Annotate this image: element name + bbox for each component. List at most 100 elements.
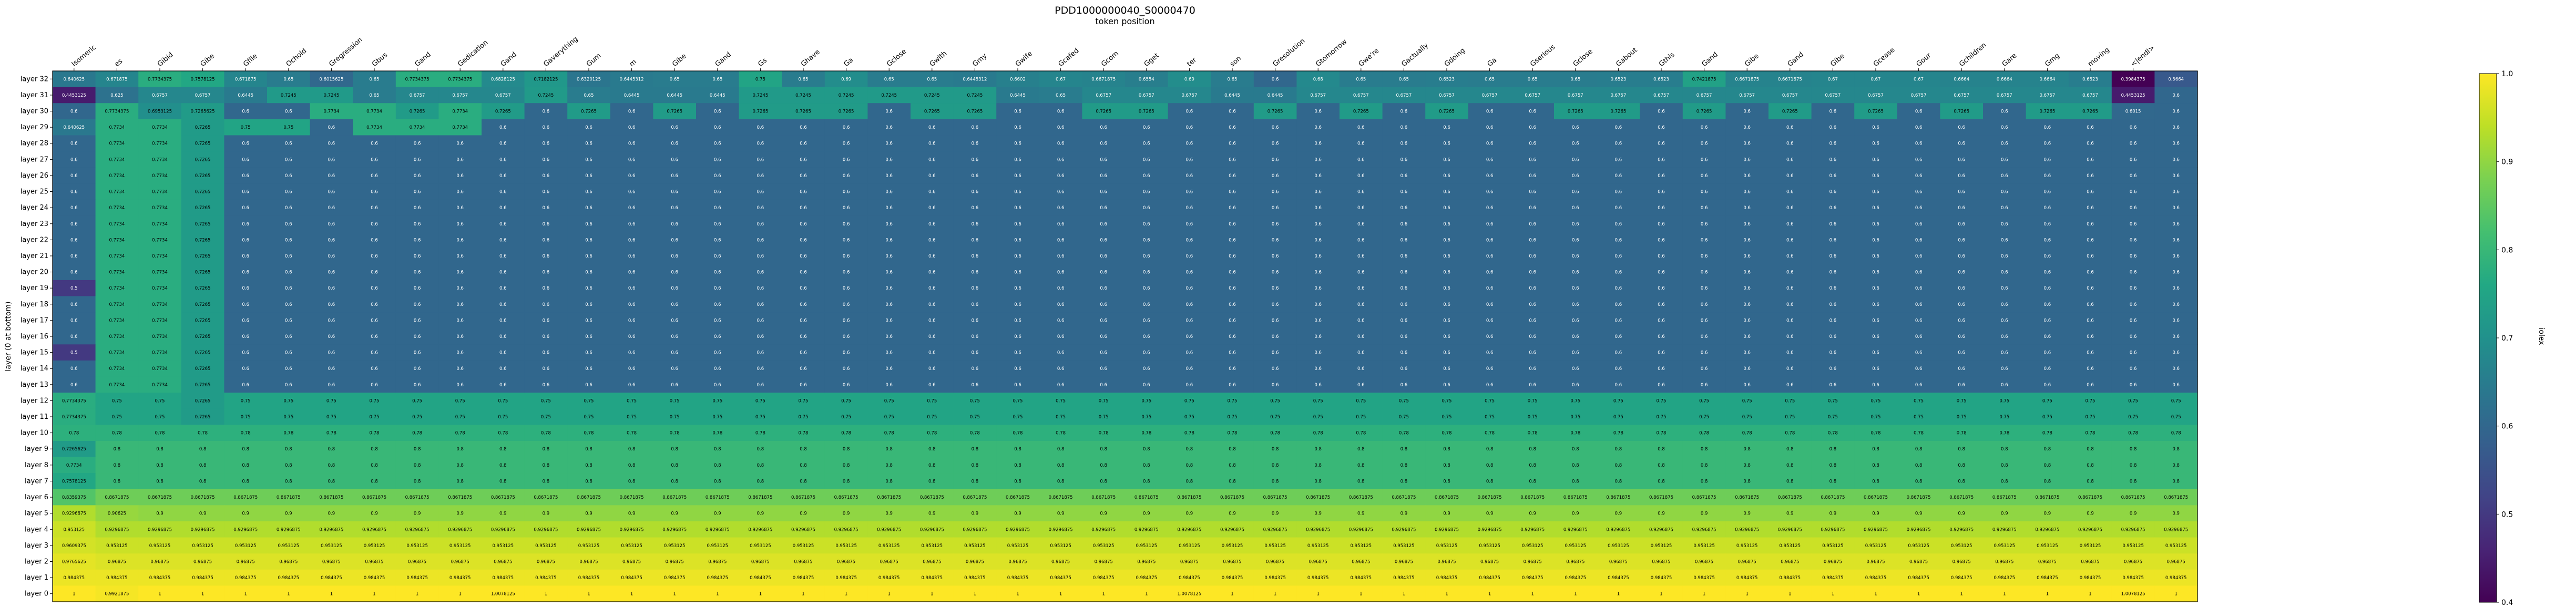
cell-value-label: 0.6 (1486, 109, 1494, 115)
cell-value-label: 0.8 (1958, 479, 1965, 484)
cell-value-label: 0.6 (1186, 157, 1193, 162)
heatmap-cell (1511, 135, 1555, 152)
cell-value-label: 0.6 (1443, 141, 1450, 147)
cell-value-label: 0.9 (371, 511, 378, 517)
cell-value-label: 0.68 (1313, 77, 1323, 82)
cell-value-label: 0.8 (371, 479, 378, 484)
cell-value-label: 0.6 (1829, 205, 1837, 211)
cell-value-label: 0.6 (414, 190, 421, 195)
cell-value-label: 0.78 (326, 431, 336, 436)
heatmap-cell (1125, 135, 1169, 152)
y-tick-label: layer 30 (21, 108, 48, 116)
cell-value-label: 0.7734 (152, 205, 168, 211)
cell-value-label: 0.6 (1486, 270, 1494, 275)
cell-value-label: 0.6 (285, 190, 292, 195)
heatmap-cell (2069, 215, 2112, 232)
cell-value-label: 0.7734 (152, 383, 168, 388)
heatmap-cell (395, 232, 439, 249)
x-tick-label: Gibid (156, 51, 175, 68)
cell-value-label: 0.6 (2172, 366, 2180, 372)
x-tick-label: Gand (414, 50, 433, 68)
cell-value-label: 0.6 (1314, 254, 1322, 259)
cell-value-label: 0.6 (499, 205, 507, 211)
cell-value-label: 0.7265 (195, 318, 211, 323)
cell-value-label: 0.984375 (149, 575, 171, 581)
cell-value-label: 0.6 (1615, 302, 1622, 307)
heatmap-cell (1082, 87, 1126, 104)
cell-value-label: 0.8671875 (277, 495, 301, 500)
cell-value-label: 0.6 (1057, 157, 1065, 162)
heatmap-cell (739, 103, 782, 120)
cell-value-label: 0.953125 (878, 543, 900, 549)
cell-value-label: 0.6 (1786, 141, 1794, 147)
heatmap-cell (824, 151, 868, 168)
heatmap-cell (1340, 135, 1383, 152)
heatmap-cell (1082, 119, 1126, 136)
heatmap-cell (1168, 135, 1211, 152)
heatmap-cell (267, 280, 311, 297)
cell-value-label: 0.6 (1829, 238, 1837, 243)
cell-value-label: 0.75 (712, 398, 722, 404)
heatmap-cell (1682, 199, 1726, 217)
cell-value-label: 0.6 (928, 286, 936, 291)
cell-value-label: 0.75 (1099, 398, 1109, 404)
cell-value-label: 0.6 (70, 383, 78, 388)
cell-value-label: 1 (287, 592, 290, 597)
y-tick-label: layer 2 (25, 558, 48, 565)
heatmap-cell (524, 215, 568, 232)
cell-value-label: 0.6 (714, 351, 721, 356)
cell-value-label: 0.7734 (109, 366, 125, 372)
heatmap-cell (1725, 119, 1769, 136)
cell-value-label: 0.6 (1743, 222, 1751, 227)
heatmap-cell (1854, 183, 1898, 200)
heatmap-cell (267, 167, 311, 184)
cell-value-label: 1 (759, 592, 762, 597)
cell-value-label: 1 (1445, 592, 1448, 597)
cell-value-label: 1 (931, 592, 933, 597)
cell-value-label: 0.953125 (621, 543, 642, 549)
heatmap-cell (438, 71, 482, 88)
cell-value-label: 0.6 (1229, 302, 1236, 307)
heatmap-cell (739, 183, 782, 200)
cell-value-label: 0.6 (1486, 125, 1494, 130)
cell-value-label: 0.6 (1658, 366, 1665, 372)
cell-value-label: 0.75 (370, 415, 380, 420)
heatmap-cell (95, 280, 139, 297)
cell-value-label: 0.6 (1357, 254, 1365, 259)
cell-value-label: 0.7734 (109, 302, 125, 307)
cell-value-label: 0.75 (326, 398, 336, 404)
heatmap-cell (1425, 135, 1469, 152)
cell-value-label: 0.6 (414, 286, 421, 291)
cell-value-label: 0.8 (1014, 463, 1021, 468)
cell-value-label: 0.6 (757, 254, 764, 259)
heatmap-cell (782, 119, 825, 136)
heatmap-cell (782, 280, 825, 297)
heatmap-cell (867, 103, 911, 120)
cell-value-label: 0.6 (928, 383, 936, 388)
cell-value-label: 0.7734 (109, 238, 125, 243)
cell-value-label: 0.984375 (1436, 575, 1458, 581)
heatmap-cell (1382, 167, 1426, 184)
cell-value-label: 0.6 (714, 302, 721, 307)
cell-value-label: 0.9 (1143, 511, 1150, 517)
cell-value-label: 0.8671875 (1263, 495, 1287, 500)
cell-value-label: 0.953125 (364, 543, 385, 549)
cell-value-label: 0.6 (972, 366, 979, 372)
cell-value-label: 0.6 (1829, 173, 1837, 179)
cell-value-label: 0.6 (843, 125, 850, 130)
cell-value-label: 0.6 (1100, 141, 1107, 147)
heatmap-cell (739, 199, 782, 217)
cell-value-label: 0.7734 (152, 222, 168, 227)
cell-value-label: 0.6445 (1267, 93, 1283, 98)
cell-value-label: 0.7734375 (62, 415, 86, 420)
cell-value-label: 0.8671875 (448, 495, 472, 500)
cell-value-label: 0.640625 (64, 125, 85, 130)
cell-value-label: 0.6 (671, 190, 678, 195)
heatmap-cell (2069, 248, 2112, 264)
cell-value-label: 0.7265 (1439, 109, 1455, 115)
heatmap-cell (310, 248, 353, 264)
cell-value-label: 0.6 (928, 190, 936, 195)
cell-value-label: 0.75 (927, 398, 937, 404)
heatmap-cell (953, 167, 997, 184)
x-tick-label: <|endl> (2130, 44, 2156, 68)
